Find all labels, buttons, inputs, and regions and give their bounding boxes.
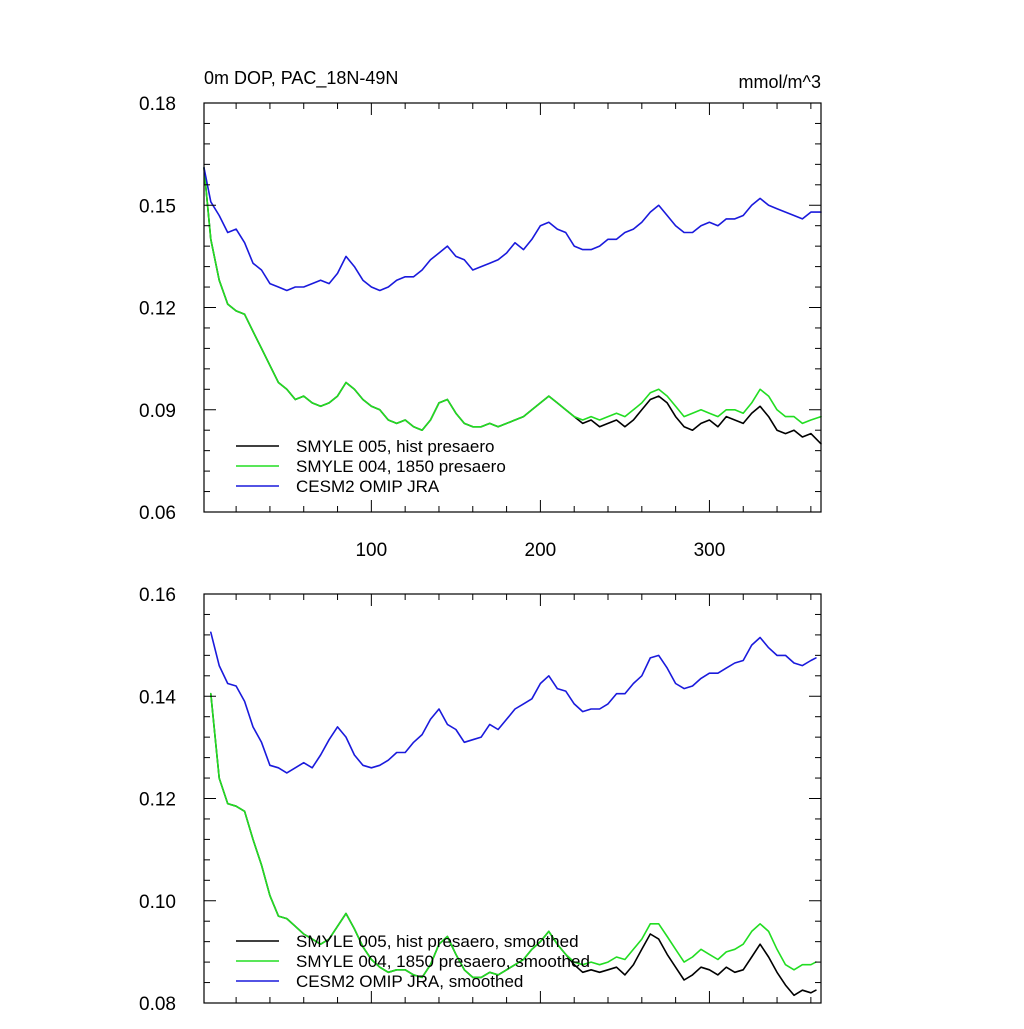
top-series-line-3 (203, 167, 822, 292)
top-x-tick-label: 200 (525, 540, 557, 561)
top-panel: 0m DOP, PAC_18N-49N mmol/m^3 0.06 0.09 0.1… (139, 68, 822, 561)
top-y-tick-label: 0.09 (139, 401, 176, 422)
bottom-y-tick-label: 0.14 (139, 687, 176, 708)
top-x-tick-label: 100 (355, 540, 387, 561)
bottom-y-tick-label: 0.10 (139, 892, 176, 913)
top-x-tick-label: 300 (694, 540, 726, 561)
bottom-legend-label-2: SMYLE 004, 1850 presaero, smoothed (296, 952, 590, 971)
bottom-y-tick-label: 0.16 (139, 585, 176, 606)
bottom-legend-label-1: SMYLE 005, hist presaero, smoothed (296, 932, 579, 951)
top-y-tick-label: 0.18 (139, 94, 176, 115)
top-panel-title: 0m DOP, PAC_18N-49N (204, 68, 398, 89)
top-series-line-1 (203, 167, 822, 445)
bottom-panel: 0.08 0.10 0.12 0.14 0.16 SMYLE 005, hist pres… (139, 585, 822, 1015)
bottom-series-line-3 (210, 631, 817, 774)
bottom-legend-label-3: CESM2 OMIP JRA, smoothed (296, 972, 523, 991)
top-legend-label-3: CESM2 OMIP JRA (296, 477, 440, 496)
top-legend-label-2: SMYLE 004, 1850 presaero (296, 457, 506, 476)
top-y-tick-label: 0.15 (139, 196, 176, 217)
top-panel-units: mmol/m^3 (739, 72, 821, 92)
bottom-y-tick-label: 0.08 (139, 994, 176, 1015)
top-legend-label-1: SMYLE 005, hist presaero (296, 437, 494, 456)
top-y-tick-label: 0.06 (139, 503, 176, 524)
top-series-line-2 (203, 167, 822, 431)
top-y-tick-label: 0.12 (139, 299, 176, 320)
bottom-series-line-2 (210, 692, 817, 979)
bottom-y-tick-label: 0.12 (139, 790, 176, 811)
